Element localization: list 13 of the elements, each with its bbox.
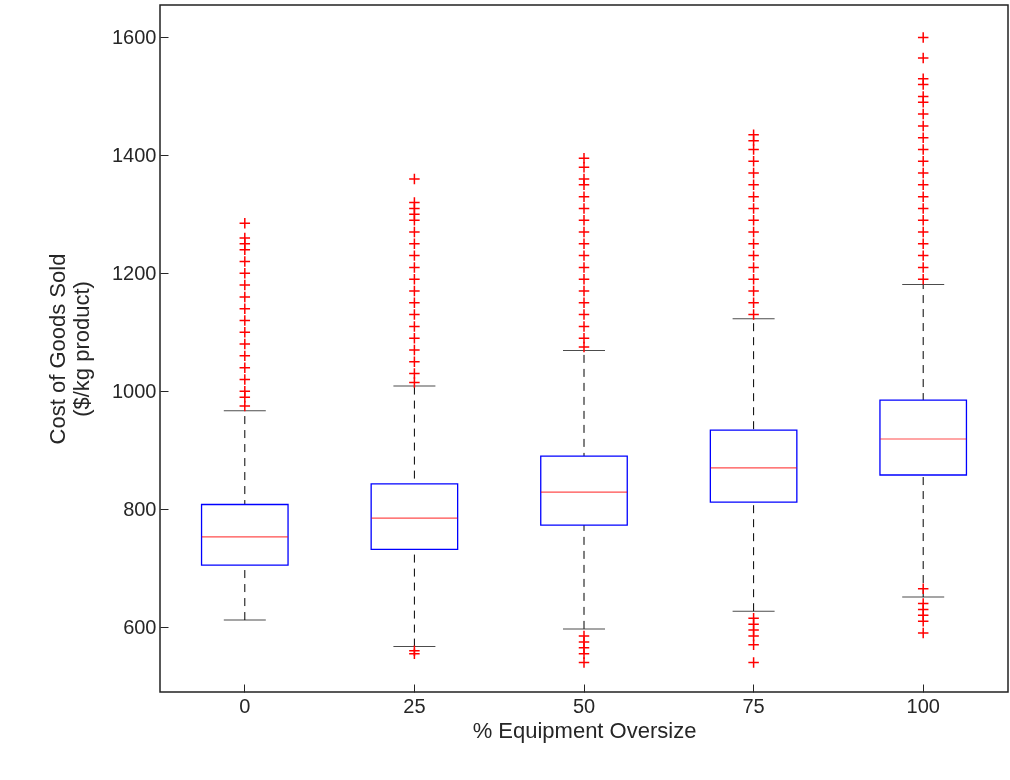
x-axis-title: % Equipment Oversize (472, 717, 697, 743)
x-tick-label: 25 (403, 694, 426, 717)
y-tick-label: 1400 (112, 143, 157, 166)
y-tick-label: 1600 (112, 25, 157, 48)
y-tick-label: 600 (123, 615, 157, 638)
y-axis-title: Cost of Goods Sold ($/kg product) (45, 253, 95, 445)
y-tick-label: 1000 (112, 379, 157, 402)
y-tick-label: 800 (123, 497, 157, 520)
x-tick-label: 0 (239, 694, 251, 717)
x-tick-label: 100 (906, 694, 940, 717)
x-tick-label: 50 (572, 694, 596, 717)
x-tick-label: 75 (742, 694, 765, 717)
y-tick-label: 1200 (112, 261, 157, 284)
